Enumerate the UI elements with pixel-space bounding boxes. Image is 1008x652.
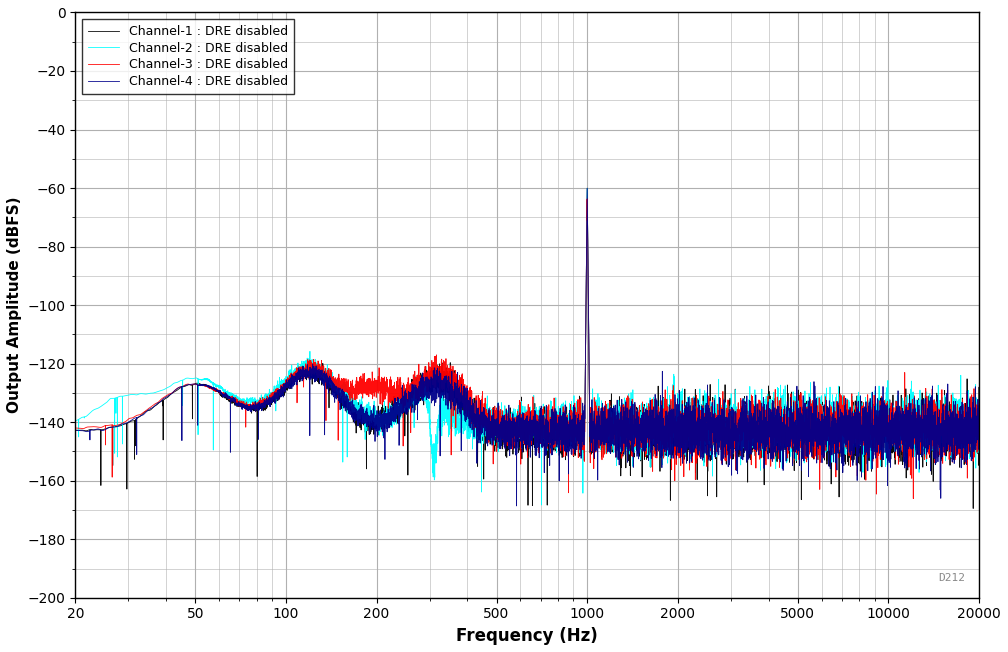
Channel-1 : DRE disabled: (1.61e+03, -146): DRE disabled: (1.61e+03, -146) [644,435,656,443]
Channel-2 : DRE disabled: (1e+03, -60.1): DRE disabled: (1e+03, -60.1) [582,185,594,192]
Channel-1 : DRE disabled: (1e+03, -60.1): DRE disabled: (1e+03, -60.1) [582,185,594,192]
X-axis label: Frequency (Hz): Frequency (Hz) [457,627,598,645]
Channel-1 : DRE disabled: (20, -143): DRE disabled: (20, -143) [70,426,82,434]
Line: Channel-2 : DRE disabled: Channel-2 : DRE disabled [76,188,979,505]
Line: Channel-3 : DRE disabled: Channel-3 : DRE disabled [76,199,979,499]
Channel-4 : DRE disabled: (28.3, -141): DRE disabled: (28.3, -141) [115,421,127,428]
Channel-4 : DRE disabled: (3.36e+03, -146): DRE disabled: (3.36e+03, -146) [740,436,752,443]
Channel-2 : DRE disabled: (4.85e+03, -140): DRE disabled: (4.85e+03, -140) [788,418,800,426]
Channel-3 : DRE disabled: (1.61e+03, -138): DRE disabled: (1.61e+03, -138) [644,413,656,421]
Text: D212: D212 [938,573,966,583]
Channel-2 : DRE disabled: (2e+04, -145): DRE disabled: (2e+04, -145) [973,434,985,441]
Line: Channel-4 : DRE disabled: Channel-4 : DRE disabled [76,188,979,506]
Channel-2 : DRE disabled: (1.19e+03, -139): DRE disabled: (1.19e+03, -139) [605,414,617,422]
Channel-1 : DRE disabled: (244, -133): DRE disabled: (244, -133) [396,398,408,406]
Y-axis label: Output Amplitude (dBFS): Output Amplitude (dBFS) [7,197,22,413]
Legend: Channel-1 : DRE disabled, Channel-2 : DRE disabled, Channel-3 : DRE disabled, Ch: Channel-1 : DRE disabled, Channel-2 : DR… [82,19,294,95]
Channel-1 : DRE disabled: (1.91e+04, -169): DRE disabled: (1.91e+04, -169) [967,505,979,512]
Channel-3 : DRE disabled: (1.21e+04, -166): DRE disabled: (1.21e+04, -166) [907,495,919,503]
Channel-3 : DRE disabled: (4.85e+03, -133): DRE disabled: (4.85e+03, -133) [787,397,799,405]
Channel-4 : DRE disabled: (1.61e+03, -138): DRE disabled: (1.61e+03, -138) [644,413,656,421]
Channel-4 : DRE disabled: (244, -133): DRE disabled: (244, -133) [396,398,408,406]
Channel-4 : DRE disabled: (583, -169): DRE disabled: (583, -169) [510,502,522,510]
Line: Channel-1 : DRE disabled: Channel-1 : DRE disabled [76,188,979,509]
Channel-2 : DRE disabled: (705, -168): DRE disabled: (705, -168) [535,501,547,509]
Channel-2 : DRE disabled: (3.36e+03, -148): DRE disabled: (3.36e+03, -148) [740,441,752,449]
Channel-3 : DRE disabled: (20, -142): DRE disabled: (20, -142) [70,424,82,432]
Channel-3 : DRE disabled: (244, -131): DRE disabled: (244, -131) [396,391,408,399]
Channel-4 : DRE disabled: (2e+04, -137): DRE disabled: (2e+04, -137) [973,411,985,419]
Channel-3 : DRE disabled: (28.3, -141): DRE disabled: (28.3, -141) [115,420,127,428]
Channel-2 : DRE disabled: (20, -140): DRE disabled: (20, -140) [70,417,82,425]
Channel-4 : DRE disabled: (20, -143): DRE disabled: (20, -143) [70,426,82,434]
Channel-4 : DRE disabled: (1e+03, -60.1): DRE disabled: (1e+03, -60.1) [582,185,594,192]
Channel-1 : DRE disabled: (28.3, -141): DRE disabled: (28.3, -141) [115,422,127,430]
Channel-1 : DRE disabled: (1.19e+03, -146): DRE disabled: (1.19e+03, -146) [604,435,616,443]
Channel-3 : DRE disabled: (1e+03, -63.7): DRE disabled: (1e+03, -63.7) [582,195,594,203]
Channel-2 : DRE disabled: (1.61e+03, -141): DRE disabled: (1.61e+03, -141) [644,420,656,428]
Channel-1 : DRE disabled: (2e+04, -138): DRE disabled: (2e+04, -138) [973,411,985,419]
Channel-1 : DRE disabled: (4.85e+03, -140): DRE disabled: (4.85e+03, -140) [787,417,799,425]
Channel-3 : DRE disabled: (2e+04, -146): DRE disabled: (2e+04, -146) [973,436,985,443]
Channel-4 : DRE disabled: (1.19e+03, -135): DRE disabled: (1.19e+03, -135) [605,404,617,411]
Channel-3 : DRE disabled: (3.35e+03, -143): DRE disabled: (3.35e+03, -143) [740,428,752,436]
Channel-2 : DRE disabled: (28.3, -131): DRE disabled: (28.3, -131) [115,393,127,400]
Channel-4 : DRE disabled: (4.85e+03, -141): DRE disabled: (4.85e+03, -141) [788,420,800,428]
Channel-3 : DRE disabled: (1.19e+03, -141): DRE disabled: (1.19e+03, -141) [604,421,616,428]
Channel-2 : DRE disabled: (244, -130): DRE disabled: (244, -130) [396,390,408,398]
Channel-1 : DRE disabled: (3.35e+03, -142): DRE disabled: (3.35e+03, -142) [740,424,752,432]
